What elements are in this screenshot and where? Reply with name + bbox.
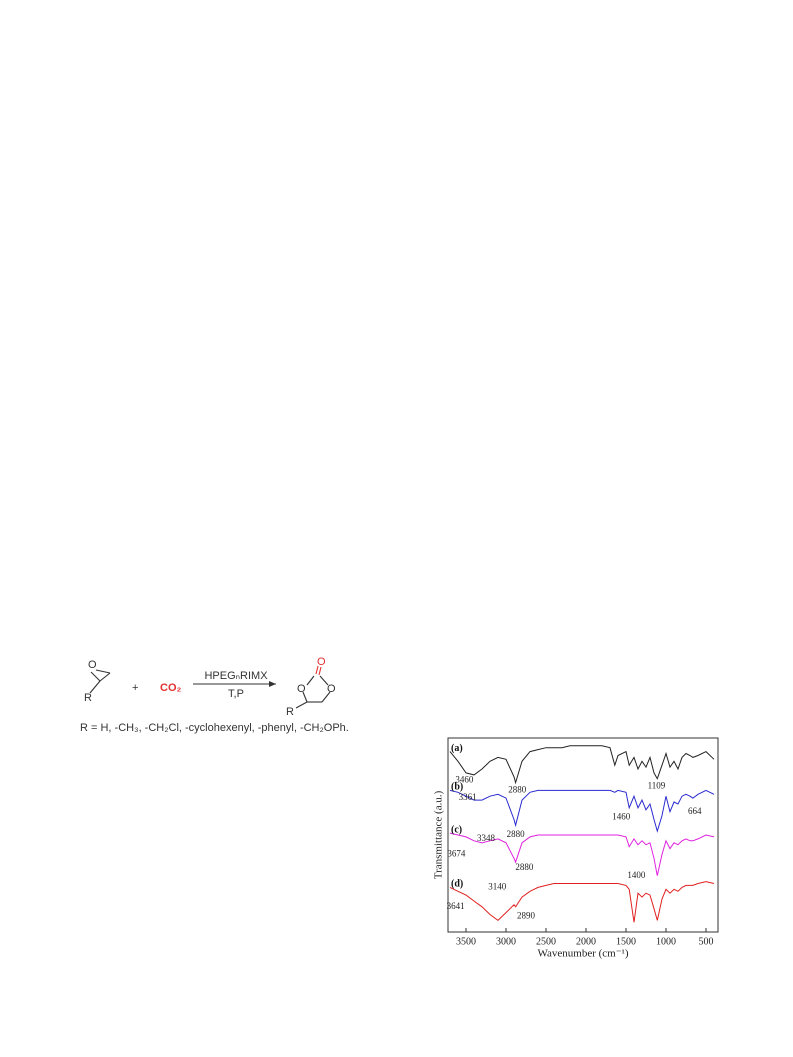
- x-tick-label: 2000: [576, 936, 596, 947]
- atom-label: R: [84, 692, 92, 704]
- conditions: T,P: [228, 688, 244, 700]
- peak-annotation: 1109: [648, 781, 666, 791]
- atom-label: R: [286, 706, 294, 718]
- spectrum-line: [449, 832, 715, 876]
- arrow-head: [269, 681, 276, 687]
- peak-annotation: 2890: [517, 911, 536, 921]
- atom-label: O: [88, 659, 97, 671]
- peak-annotation: 3361: [459, 792, 477, 802]
- spectrum-line: [449, 745, 715, 785]
- peak-annotation: 1460: [612, 812, 631, 822]
- x-tick-label: 1000: [656, 936, 676, 947]
- reagent: HPEGₙRIMX: [204, 670, 268, 682]
- x-tick-label: 3500: [456, 936, 476, 947]
- series-label: (a): [451, 743, 463, 754]
- x-tick-label: 3000: [496, 936, 516, 947]
- r-groups: R = H, -CH₃, -CH₂Cl, -cyclohexenyl, -phe…: [80, 722, 349, 734]
- x-axis-title: Wavenumber (cm⁻¹): [538, 948, 629, 960]
- series-label: (c): [451, 824, 462, 835]
- atom-label: O: [327, 683, 336, 695]
- series-label: (d): [451, 879, 463, 890]
- peak-annotation: 2880: [508, 784, 527, 794]
- peak-annotation: 664: [688, 806, 702, 816]
- x-tick-label: 500: [699, 936, 714, 947]
- carbonate-bonds: [295, 665, 331, 709]
- x-tick-label: 1500: [616, 936, 636, 947]
- peak-annotation: 3140: [488, 881, 507, 891]
- atom-label: O: [317, 656, 326, 668]
- series-label: (b): [451, 782, 463, 793]
- ir-chart: Wavenumber (cm⁻¹) Transmittance (a.u.) 3…: [433, 737, 719, 960]
- spectrum-line: [449, 789, 715, 833]
- peak-annotation: 2880: [515, 862, 534, 872]
- peak-annotation: 3674: [447, 848, 466, 858]
- peak-annotation: 2880: [507, 829, 526, 839]
- peak-annotation: 3460: [455, 775, 474, 785]
- peak-annotation: 1400: [627, 870, 646, 880]
- y-axis-title: Transmittance (a.u.): [433, 790, 445, 879]
- plus: +: [132, 682, 138, 694]
- peak-annotation: 3348: [477, 833, 496, 843]
- spectrum-line: [449, 881, 715, 923]
- atom-label: O: [297, 683, 306, 695]
- plot-frame: [447, 737, 719, 933]
- reaction-scheme: O R + CO₂ HPEGₙRIMX T,P O O O R R = H, -…: [80, 656, 349, 734]
- peak-annotation: 3641: [447, 901, 465, 911]
- x-tick-label: 2500: [536, 936, 556, 947]
- co2: CO₂: [160, 682, 182, 694]
- epoxide-bonds: [89, 669, 111, 694]
